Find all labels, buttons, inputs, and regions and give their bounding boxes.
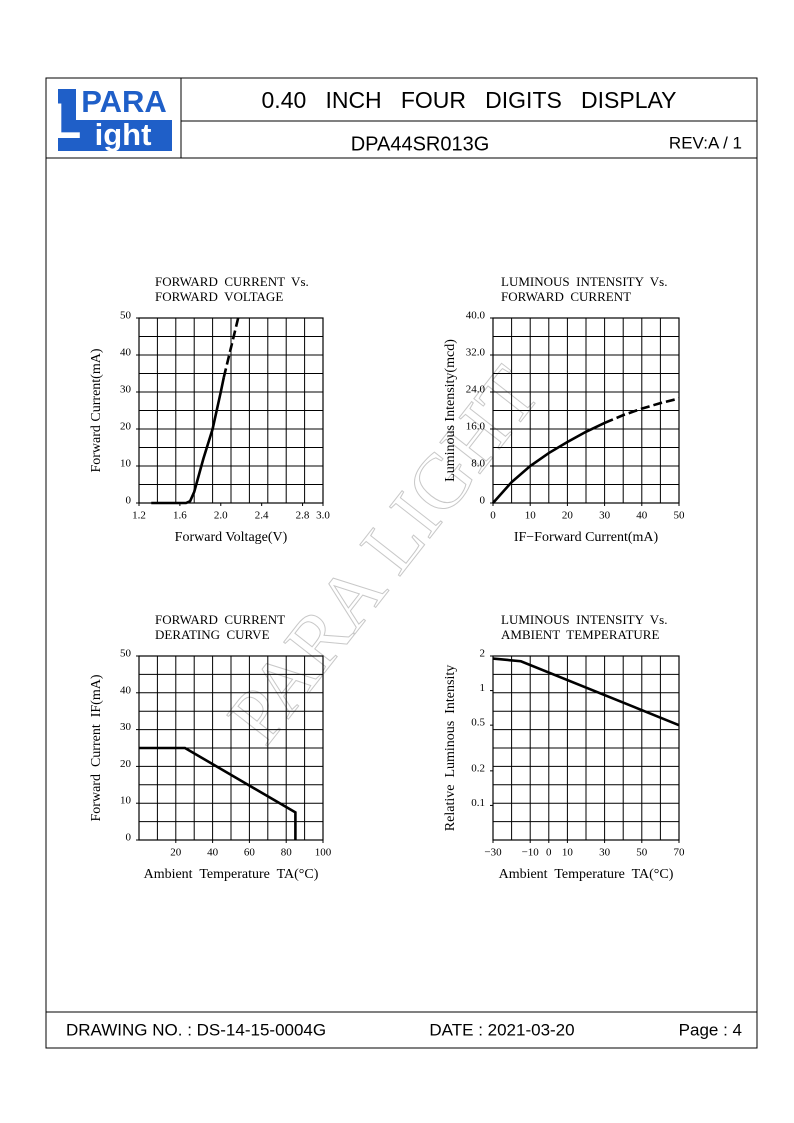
chart: FORWARD CURRENT Vs.FORWARD VOLTAGE 1.2 1.6… xyxy=(89,274,330,545)
x-tick-label: 100 xyxy=(315,847,332,859)
y-axis-label: Luminous Intensity(mcd) xyxy=(443,339,458,482)
x-tick-label: 10 xyxy=(525,510,537,522)
x-tick-label: 2.8 xyxy=(296,510,310,522)
logo-letter: L xyxy=(51,93,82,149)
chart: LUMINOUS INTENSITY Vs.FORWARD CURRENT 0 10… xyxy=(443,274,685,545)
chart-title: FORWARD CURRENT xyxy=(501,289,631,304)
x-axis-label: Ambient Temperature TA(°C) xyxy=(499,867,674,882)
data-line xyxy=(151,376,226,505)
y-tick-label: 20 xyxy=(120,421,132,433)
date: DATE : 2021-03-20 xyxy=(429,1020,574,1039)
y-tick-label: 10 xyxy=(120,795,132,807)
y-tick-label: 0 xyxy=(480,495,486,507)
y-tick-label: 30 xyxy=(120,384,132,396)
plot-frame xyxy=(492,317,680,504)
x-tick-label: 0 xyxy=(490,510,496,522)
part-number: DPA44SR013G xyxy=(351,133,490,155)
page-number: Page : 4 xyxy=(679,1020,742,1039)
chart-title: LUMINOUS INTENSITY Vs. xyxy=(501,274,667,289)
x-tick-label: 2.0 xyxy=(214,510,228,522)
revision: REV:A / 1 xyxy=(669,133,742,152)
y-tick-label: 0 xyxy=(126,832,132,844)
x-tick-label: 40 xyxy=(207,847,219,859)
data-line xyxy=(139,746,297,840)
x-axis-label: Forward Voltage(V) xyxy=(175,530,288,545)
chart-title: FORWARD VOLTAGE xyxy=(155,289,283,304)
logo: PARA L ight xyxy=(51,84,172,152)
y-tick-label: 50 xyxy=(120,648,132,660)
y-tick-label: 30 xyxy=(120,721,132,733)
chart: LUMINOUS INTENSITY Vs.AMBIENT TEMPERATUR… xyxy=(443,612,685,882)
y-tick-label: 24.0 xyxy=(466,384,486,396)
y-tick-label: 8.0 xyxy=(471,458,485,470)
watermark: PARA LIGHT xyxy=(210,351,556,759)
y-tick-label: 50 xyxy=(120,310,132,322)
x-tick-label: 20 xyxy=(170,847,182,859)
x-tick-label: 30 xyxy=(599,847,611,859)
x-tick-label: 2.4 xyxy=(255,510,269,522)
y-tick-label: 40 xyxy=(120,684,132,696)
x-axis-label: Ambient Temperature TA(°C) xyxy=(144,867,319,882)
y-axis-label: Forward Current(mA) xyxy=(89,348,104,472)
x-tick-label: 10 xyxy=(562,847,574,859)
logo-top: PARA xyxy=(81,84,167,119)
x-tick-label: 30 xyxy=(599,510,611,522)
x-tick-label: 70 xyxy=(674,847,686,859)
charts: FORWARD CURRENT Vs.FORWARD VOLTAGE 1.2 1.6… xyxy=(89,274,685,882)
y-tick-label: 0.5 xyxy=(471,717,485,729)
x-tick-label: 80 xyxy=(281,847,293,859)
chart-title: FORWARD CURRENT Vs. xyxy=(155,274,309,289)
y-tick-label: 1 xyxy=(480,682,486,694)
y-tick-label: 32.0 xyxy=(466,347,486,359)
y-tick-label: 10 xyxy=(120,458,132,470)
x-tick-label: 20 xyxy=(562,510,574,522)
y-tick-label: 0.1 xyxy=(471,797,485,809)
y-tick-label: 20 xyxy=(120,758,132,770)
y-tick-label: 2 xyxy=(480,648,486,660)
x-tick-label: 1.6 xyxy=(173,510,187,522)
x-tick-label: −10 xyxy=(522,847,540,859)
chart-title: FORWARD CURRENT xyxy=(155,612,285,627)
x-tick-label: 0 xyxy=(546,847,552,859)
y-tick-label: 40.0 xyxy=(466,310,486,322)
frame xyxy=(45,77,758,1049)
x-tick-label: −30 xyxy=(484,847,502,859)
y-tick-label: 40 xyxy=(120,347,132,359)
y-axis-label: Relative Luminous Intensity xyxy=(443,665,458,831)
x-tick-label: 50 xyxy=(674,510,686,522)
data-line xyxy=(492,657,680,727)
x-tick-label: 40 xyxy=(636,510,648,522)
x-tick-label: 3.0 xyxy=(316,510,330,522)
plot-frame xyxy=(138,317,324,504)
y-axis-label: Forward Current IF(mA) xyxy=(89,674,104,821)
chart-title: AMBIENT TEMPERATURE xyxy=(501,627,659,642)
data-line xyxy=(222,317,240,378)
chart-title: DERATING CURVE xyxy=(155,627,270,642)
document-title: 0.40 INCH FOUR DIGITS DISPLAY xyxy=(262,87,677,113)
x-tick-label: 50 xyxy=(636,847,648,859)
data-line xyxy=(492,421,606,504)
y-tick-label: 0.2 xyxy=(471,762,485,774)
y-tick-label: 0 xyxy=(126,495,132,507)
x-tick-label: 1.2 xyxy=(132,510,146,522)
logo-bottom: ight xyxy=(95,117,152,152)
y-tick-label: 16.0 xyxy=(466,421,486,433)
x-tick-label: 60 xyxy=(244,847,256,859)
x-axis-label: IF−Forward Current(mA) xyxy=(514,530,659,545)
plot-frame xyxy=(492,655,680,841)
data-line xyxy=(604,397,680,425)
drawing-number: DRAWING NO. : DS-14-15-0004G xyxy=(66,1020,326,1039)
chart-title: LUMINOUS INTENSITY Vs. xyxy=(501,612,667,627)
